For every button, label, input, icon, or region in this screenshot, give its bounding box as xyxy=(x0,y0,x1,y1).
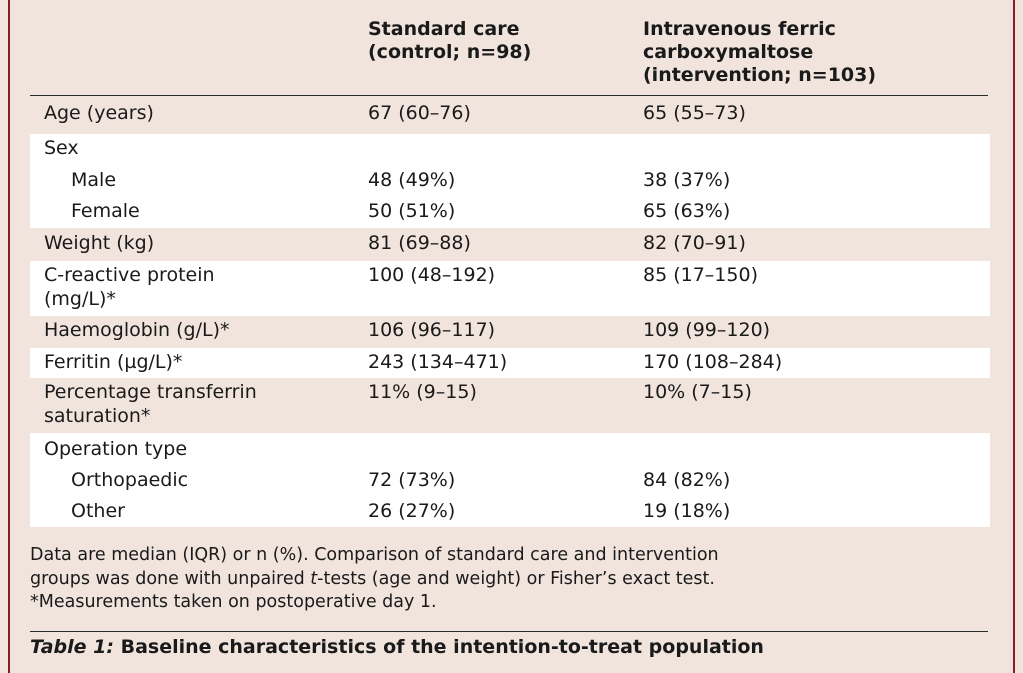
row-transferrin-saturation: Percentage transferrin saturation* 11% (… xyxy=(30,378,990,432)
intervention-value: 10% (7–15) xyxy=(643,381,752,403)
row-label: Operation type xyxy=(44,438,188,460)
intervention-value: 109 (99–120) xyxy=(643,319,771,341)
header-rule xyxy=(30,95,988,96)
header-intervention: Intravenous ferric carboxymaltose (inter… xyxy=(643,18,876,87)
header-control-line-2: (control; n=98) xyxy=(368,41,532,63)
control-value: 81 (69–88) xyxy=(368,232,471,254)
row-label-line-1: Percentage transferrin xyxy=(44,381,257,403)
row-orthopaedic: Orthopaedic 72 (73%) 84 (82%) xyxy=(30,466,990,497)
caption-text: Baseline characteristics of the intentio… xyxy=(113,636,764,658)
row-label: Orthopaedic xyxy=(71,469,189,491)
row-group-operation-type: Operation type Orthopaedic 72 (73%) 84 (… xyxy=(30,433,990,527)
footnote-line-2-post: -tests (age and weight) or Fisher’s exac… xyxy=(317,568,715,589)
footnote-line-2: groups was done with unpaired t-tests (a… xyxy=(30,568,990,592)
caption-rule xyxy=(30,631,988,632)
header-control: Standard care (control; n=98) xyxy=(368,18,531,64)
row-label: Weight (kg) xyxy=(44,232,155,254)
footnote-line-1: Data are median (IQR) or n (%). Comparis… xyxy=(30,545,719,565)
header-intervention-line-1: Intravenous ferric xyxy=(643,18,836,40)
row-label: Female xyxy=(71,200,140,222)
row-label: Haemoglobin (g/L)* xyxy=(44,319,230,341)
control-value: 50 (51%) xyxy=(368,200,456,222)
table-caption: Table 1: Baseline characteristics of the… xyxy=(30,636,764,658)
row-male: Male 48 (49%) 38 (37%) xyxy=(30,166,990,197)
row-other: Other 26 (27%) 19 (18%) xyxy=(30,497,990,528)
footnote-t-italic: t xyxy=(310,568,318,589)
row-label-line-2: saturation* xyxy=(44,405,151,427)
caption-label: Table 1: xyxy=(30,636,114,658)
intervention-value: 19 (18%) xyxy=(643,500,731,522)
row-label: Male xyxy=(71,169,117,191)
intervention-value: 170 (108–284) xyxy=(643,351,783,373)
header-control-line-1: Standard care xyxy=(368,18,520,40)
control-value: 106 (96–117) xyxy=(368,319,496,341)
control-value: 100 (48–192) xyxy=(368,264,496,286)
table-footnote: Data are median (IQR) or n (%). Comparis… xyxy=(30,544,990,615)
row-female: Female 50 (51%) 65 (63%) xyxy=(30,197,990,228)
table-frame xyxy=(8,0,1015,673)
row-label: Ferritin (µg/L)* xyxy=(44,351,183,373)
control-value: 26 (27%) xyxy=(368,500,456,522)
control-value: 67 (60–76) xyxy=(368,102,471,124)
row-crp: C-reactive protein (mg/L)* 100 (48–192) … xyxy=(30,261,990,316)
row-ferritin: Ferritin (µg/L)* 243 (134–471) 170 (108–… xyxy=(30,348,990,378)
intervention-value: 85 (17–150) xyxy=(643,264,758,286)
footnote-line-2-pre: groups was done with unpaired xyxy=(30,568,311,589)
intervention-value: 82 (70–91) xyxy=(643,232,746,254)
row-label-line-1: C-reactive protein xyxy=(44,264,215,286)
intervention-value: 38 (37%) xyxy=(643,169,731,191)
row-label: Sex xyxy=(44,137,79,159)
header-intervention-line-2: carboxymaltose xyxy=(643,41,814,63)
row-label: Age (years) xyxy=(44,102,154,124)
row-age: Age (years) 67 (60–76) 65 (55–73) xyxy=(30,99,990,131)
control-value: 48 (49%) xyxy=(368,169,456,191)
row-group-sex: Sex Male 48 (49%) 38 (37%) Female 50 (51… xyxy=(30,134,990,228)
row-weight: Weight (kg) 81 (69–88) 82 (70–91) xyxy=(30,229,990,259)
footnote-line-3: *Measurements taken on postoperative day… xyxy=(30,592,437,612)
control-value: 243 (134–471) xyxy=(368,351,508,373)
header-intervention-line-3: (intervention; n=103) xyxy=(643,64,877,86)
row-label: Other xyxy=(71,500,125,522)
intervention-value: 65 (55–73) xyxy=(643,102,746,124)
control-value: 11% (9–15) xyxy=(368,381,477,403)
intervention-value: 65 (63%) xyxy=(643,200,731,222)
intervention-value: 84 (82%) xyxy=(643,469,731,491)
row-label-line-2: (mg/L)* xyxy=(44,288,116,310)
row-haemoglobin: Haemoglobin (g/L)* 106 (96–117) 109 (99–… xyxy=(30,316,990,346)
control-value: 72 (73%) xyxy=(368,469,456,491)
